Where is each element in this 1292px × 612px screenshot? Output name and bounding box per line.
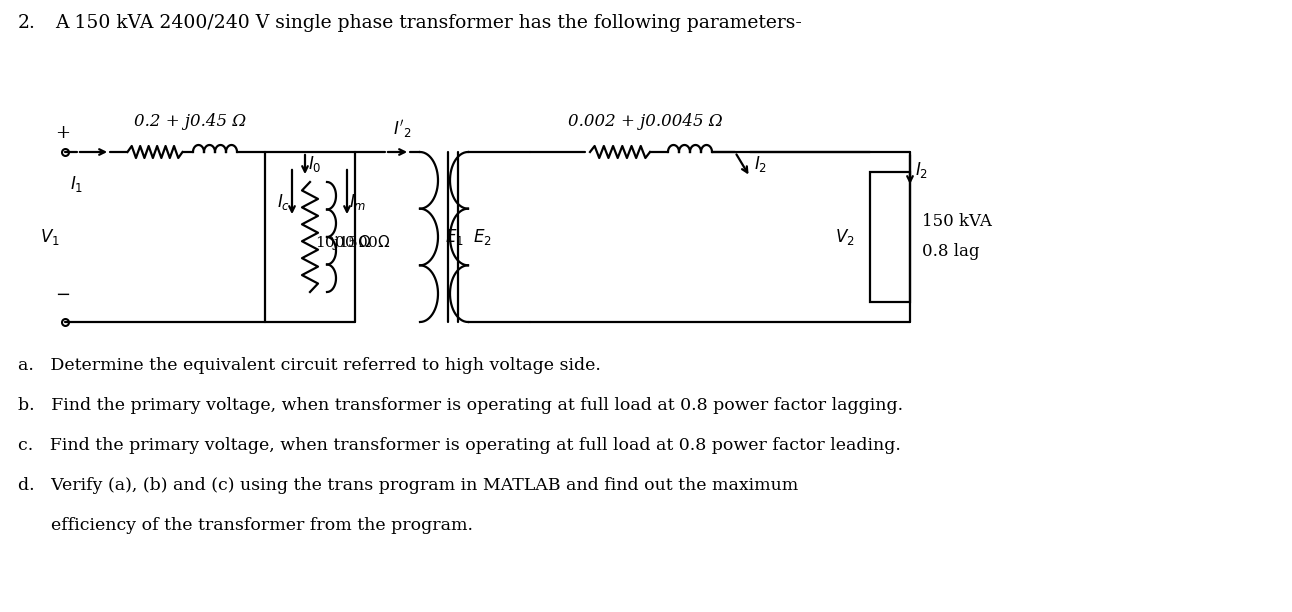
Text: 0.8 lag: 0.8 lag [922, 244, 979, 261]
Text: $E_2$: $E_2$ [473, 227, 492, 247]
Text: d.   Verify (a), (b) and (c) using the trans program in MATLAB and find out the : d. Verify (a), (b) and (c) using the tra… [18, 477, 798, 494]
Text: 1000 $\Omega$: 1000 $\Omega$ [315, 234, 372, 250]
Text: 0.2 + j0.45 Ω: 0.2 + j0.45 Ω [134, 113, 245, 130]
Text: −: − [56, 286, 71, 304]
Text: j1500$\Omega$: j1500$\Omega$ [332, 233, 390, 252]
Text: 2.: 2. [18, 14, 36, 32]
Text: 150 kVA: 150 kVA [922, 214, 992, 231]
Text: c.   Find the primary voltage, when transformer is operating at full load at 0.8: c. Find the primary voltage, when transf… [18, 437, 901, 454]
Text: $I_2$: $I_2$ [915, 160, 928, 180]
Text: $I_1$: $I_1$ [70, 174, 83, 194]
Text: a.   Determine the equivalent circuit referred to high voltage side.: a. Determine the equivalent circuit refe… [18, 357, 601, 374]
Text: efficiency of the transformer from the program.: efficiency of the transformer from the p… [18, 517, 473, 534]
Text: $I_m$: $I_m$ [349, 192, 367, 212]
Text: $I'_2$: $I'_2$ [393, 118, 411, 140]
Text: $I_c$: $I_c$ [276, 192, 289, 212]
Text: $I_0$: $I_0$ [307, 154, 322, 174]
Text: $E_1$: $E_1$ [444, 227, 464, 247]
Text: $I_2$: $I_2$ [755, 154, 767, 174]
Text: b.   Find the primary voltage, when transformer is operating at full load at 0.8: b. Find the primary voltage, when transf… [18, 397, 903, 414]
Bar [870, 172, 910, 302]
Text: $V_2$: $V_2$ [836, 227, 855, 247]
Text: A 150 kVA 2400/240 V single phase transformer has the following parameters-: A 150 kVA 2400/240 V single phase transf… [56, 14, 802, 32]
Text: +: + [56, 124, 71, 142]
Text: $V_1$: $V_1$ [40, 227, 59, 247]
Text: 0.002 + j0.0045 Ω: 0.002 + j0.0045 Ω [567, 113, 722, 130]
